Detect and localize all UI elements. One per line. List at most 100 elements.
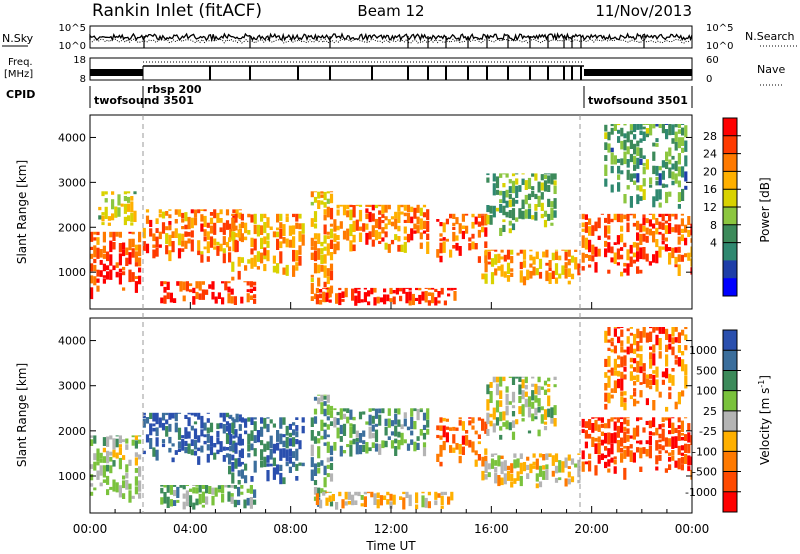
echo-cell [374,443,379,452]
echo-cell [323,254,327,264]
echo-cell [253,448,257,457]
echo-cell [109,465,113,474]
echo-cell [633,180,637,185]
echo-cell [419,207,423,216]
echo-cell [439,435,443,440]
echo-cell [629,124,633,130]
echo-cell [138,492,142,499]
echo-cell [125,247,129,256]
echo-cell [313,233,318,240]
echo-cell [219,209,223,215]
beam-title: Beam 12 [357,2,424,20]
echo-cell [680,445,684,451]
echo-cell [668,456,672,462]
echo-cell [436,434,440,439]
echo-cell [594,262,598,273]
echo-cell [390,216,395,220]
echo-cell [326,424,330,430]
echo-cell [184,446,188,454]
echo-cell [244,265,248,271]
echo-cell [633,381,637,386]
echo-cell [645,398,649,406]
echo-cell [527,430,532,434]
echo-cell [128,238,132,251]
echo-cell [282,417,286,425]
echo-cell [668,124,672,136]
echo-cell [288,456,292,464]
echo-cell [481,470,485,481]
echo-cell [545,262,549,266]
echo-cell [642,124,646,126]
echo-cell [406,426,411,431]
echo-cell [234,239,238,253]
echo-cell [577,263,581,276]
echo-cell [128,269,132,283]
echo-cell [203,236,207,242]
echo-cell [668,392,672,400]
echo-cell [339,424,343,435]
echo-cell [639,124,643,130]
echo-cell [229,434,233,446]
echo-cell [155,228,159,233]
echo-cell [515,376,519,379]
echo-cell [90,231,94,242]
echo-cell [447,293,451,297]
echo-cell [510,268,514,272]
echo-cell [228,465,232,475]
echo-cell [222,424,226,434]
echo-cell [370,287,374,295]
echo-cell [649,374,653,379]
echo-cell [378,240,382,244]
echo-cell [610,394,614,399]
echo-cell [645,440,649,445]
echo-cell [374,429,379,443]
echo-cell [477,417,481,421]
echo-cell [661,445,665,451]
echo-cell [547,377,551,382]
echo-cell [519,453,523,459]
colorbar-swatch [723,189,737,208]
echo-cell [98,215,102,220]
echo-cell [374,218,379,229]
echo-cell [450,491,454,501]
echo-cell [584,421,588,428]
echo-cell [626,428,630,434]
echo-cell [219,218,223,223]
echo-cell [677,425,681,429]
echo-cell [564,262,568,269]
echo-cell [131,231,135,235]
echo-cell [93,258,97,264]
echo-cell [623,268,627,273]
echo-cell [373,297,377,306]
echo-cell [664,417,668,421]
echo-cell [629,371,633,381]
echo-cell [174,422,178,433]
echo-cell [229,414,233,419]
echo-cell [263,236,267,245]
echo-cell [494,453,498,456]
echo-cell [671,346,675,356]
echo-cell [320,435,324,440]
echo-cell [244,236,248,241]
echo-cell [511,391,516,403]
echo-cell [317,191,321,199]
echo-cell [134,486,138,495]
echo-cell [190,230,194,238]
echo-cell [477,229,481,238]
echo-cell [193,209,198,218]
echo-cell [96,461,100,466]
echo-cell [471,425,475,430]
echo-cell [376,492,380,499]
echo-cell [165,419,169,425]
echo-cell [235,413,239,423]
echo-cell [158,213,162,218]
echo-cell [102,456,106,463]
echo-cell [540,213,544,219]
echo-cell [574,463,578,468]
echo-cell [138,257,142,267]
echo-cell [386,491,390,496]
echo-cell [142,227,146,239]
echo-cell [390,420,395,427]
echo-cell [329,263,334,271]
echo-cell [285,449,289,462]
